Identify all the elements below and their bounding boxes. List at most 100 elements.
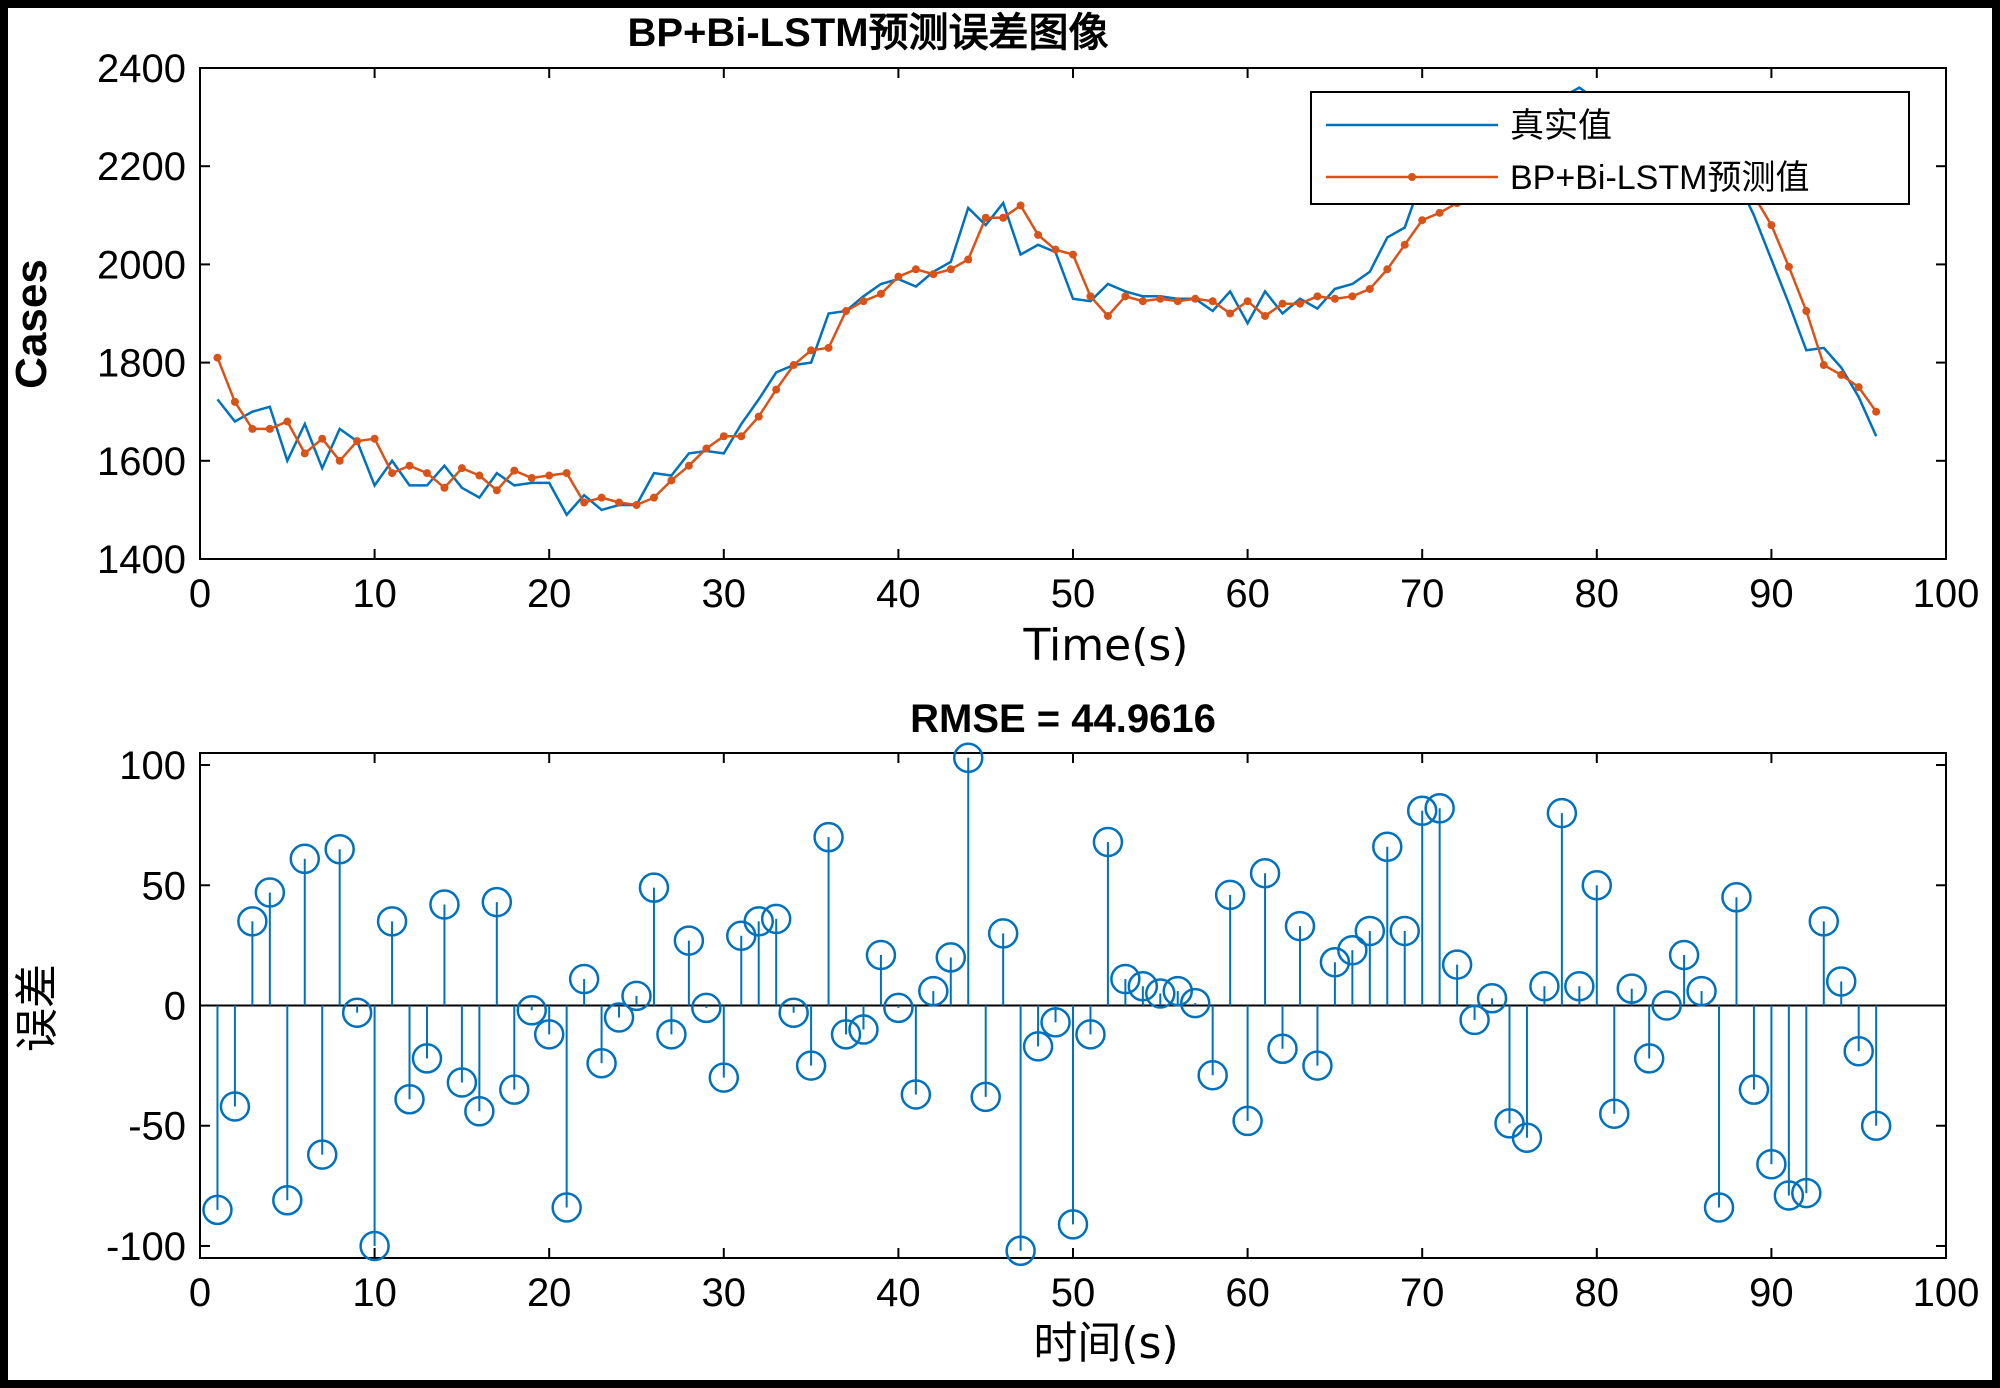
predicted-point	[946, 265, 955, 274]
predicted-point	[842, 307, 851, 316]
predicted-point	[615, 498, 624, 507]
predicted-point	[318, 434, 327, 443]
error-chart: RMSE = 44.9616 0 10 20 30 40 50 60 70 80 90 100 -10…	[12, 697, 1979, 1369]
error-marker	[1319, 946, 1351, 978]
error-marker	[778, 997, 809, 1028]
error-marker	[638, 872, 670, 903]
predicted-point	[1767, 221, 1776, 230]
error-marker	[429, 889, 460, 920]
error-marker	[289, 843, 321, 875]
error-marker	[394, 1084, 425, 1115]
predicted-point	[1226, 309, 1235, 318]
error-marker	[376, 906, 408, 937]
predicted-point	[1819, 361, 1828, 370]
error-marker	[254, 877, 286, 908]
error-marker	[987, 918, 1019, 949]
error-marker	[1372, 831, 1403, 863]
error-marker	[813, 821, 844, 853]
error-marker	[202, 1194, 233, 1226]
error-marker	[1791, 1177, 1822, 1209]
predicted-point	[964, 255, 973, 264]
predicted-point	[492, 486, 501, 495]
predicted-point	[1784, 262, 1793, 271]
error-marker	[1145, 978, 1176, 1009]
error-marker	[586, 1047, 617, 1079]
predicted-point	[353, 437, 362, 446]
c2-xtick-label: 10	[352, 1271, 397, 1315]
error-marker	[621, 980, 652, 1012]
error-marker	[1441, 949, 1473, 980]
error-marker	[1337, 934, 1368, 966]
error-marker	[1057, 1209, 1089, 1240]
predicted-point	[370, 434, 379, 443]
error-marker	[1843, 1035, 1874, 1067]
predicted-point	[1383, 265, 1392, 274]
error-marker	[533, 1019, 565, 1050]
predicted-point	[1103, 311, 1112, 320]
predicted-point	[527, 473, 536, 482]
predicted-point	[1208, 297, 1217, 306]
chart1-ylabel: Cases	[8, 259, 56, 389]
error-marker	[1267, 1033, 1298, 1065]
c1-xtick-label: 20	[527, 572, 572, 616]
error-marker	[900, 1079, 932, 1110]
predicted-point	[1400, 240, 1409, 249]
c2-ytick-label: 50	[142, 864, 187, 908]
c2-ytick-label: 0	[164, 985, 186, 1029]
error-marker	[1825, 966, 1857, 997]
predicted-point	[807, 346, 816, 355]
predicted-point	[1330, 294, 1339, 303]
error-marker	[481, 886, 513, 918]
predicted-point	[1872, 407, 1881, 416]
error-marker	[1389, 915, 1420, 947]
c2-xtick-label: 100	[1913, 1271, 1980, 1315]
predicted-point	[667, 476, 676, 485]
predicted-point	[545, 471, 554, 480]
c1-ytick-label: 1600	[97, 440, 186, 484]
predicted-point	[562, 469, 571, 478]
predicted-point	[1854, 383, 1863, 392]
predicted-point	[597, 493, 606, 502]
predicted-point	[894, 272, 903, 281]
error-marker	[1599, 1098, 1630, 1129]
error-marker	[272, 1185, 303, 1216]
error-marker	[1616, 973, 1647, 1004]
predicted-point	[1278, 299, 1287, 308]
predicted-point	[580, 498, 589, 507]
error-marker	[883, 992, 914, 1024]
c1-xtick-label: 10	[352, 572, 397, 616]
predicted-point	[1086, 292, 1095, 301]
predicted-point	[1295, 299, 1304, 308]
chart2-xlabel: 时间(s)	[1033, 1318, 1178, 1369]
prediction-chart: BP+Bi-LSTM预测误差图像 0 10 20 30 40 50 60 70 80 90 100 1…	[8, 11, 1979, 671]
legend-label-actual: 真实值	[1510, 107, 1612, 145]
predicted-point	[248, 424, 257, 433]
predicted-point	[981, 213, 990, 222]
error-marker	[830, 1019, 862, 1050]
error-marker	[795, 1050, 827, 1081]
predicted-point	[1418, 216, 1427, 225]
predicted-point	[335, 456, 344, 465]
error-marker	[446, 1067, 478, 1098]
predicted-point	[649, 493, 658, 502]
error-marker	[935, 942, 967, 973]
figure-frame: BP+Bi-LSTM预测误差图像 0 10 20 30 40 50 60 70 80 90 100 1…	[8, 8, 1992, 1380]
error-marker	[1476, 983, 1508, 1014]
predicted-point	[1243, 297, 1252, 306]
error-marker	[516, 995, 547, 1026]
legend-marker-predicted	[1408, 173, 1416, 181]
predicted-point	[265, 424, 274, 433]
error-marker	[1738, 1074, 1770, 1105]
error-marker	[1651, 990, 1682, 1021]
predicted-point	[1348, 292, 1357, 301]
predicted-point	[300, 449, 309, 458]
error-marker	[708, 1062, 740, 1093]
error-marker	[1179, 987, 1211, 1019]
c1-ytick-label: 1400	[97, 538, 186, 582]
error-marker	[691, 992, 722, 1024]
error-marker	[1092, 826, 1124, 858]
c1-xtick-label: 40	[876, 572, 921, 616]
predicted-point	[1261, 311, 1270, 320]
predicted-point	[789, 361, 798, 370]
predicted-point	[1837, 370, 1846, 379]
